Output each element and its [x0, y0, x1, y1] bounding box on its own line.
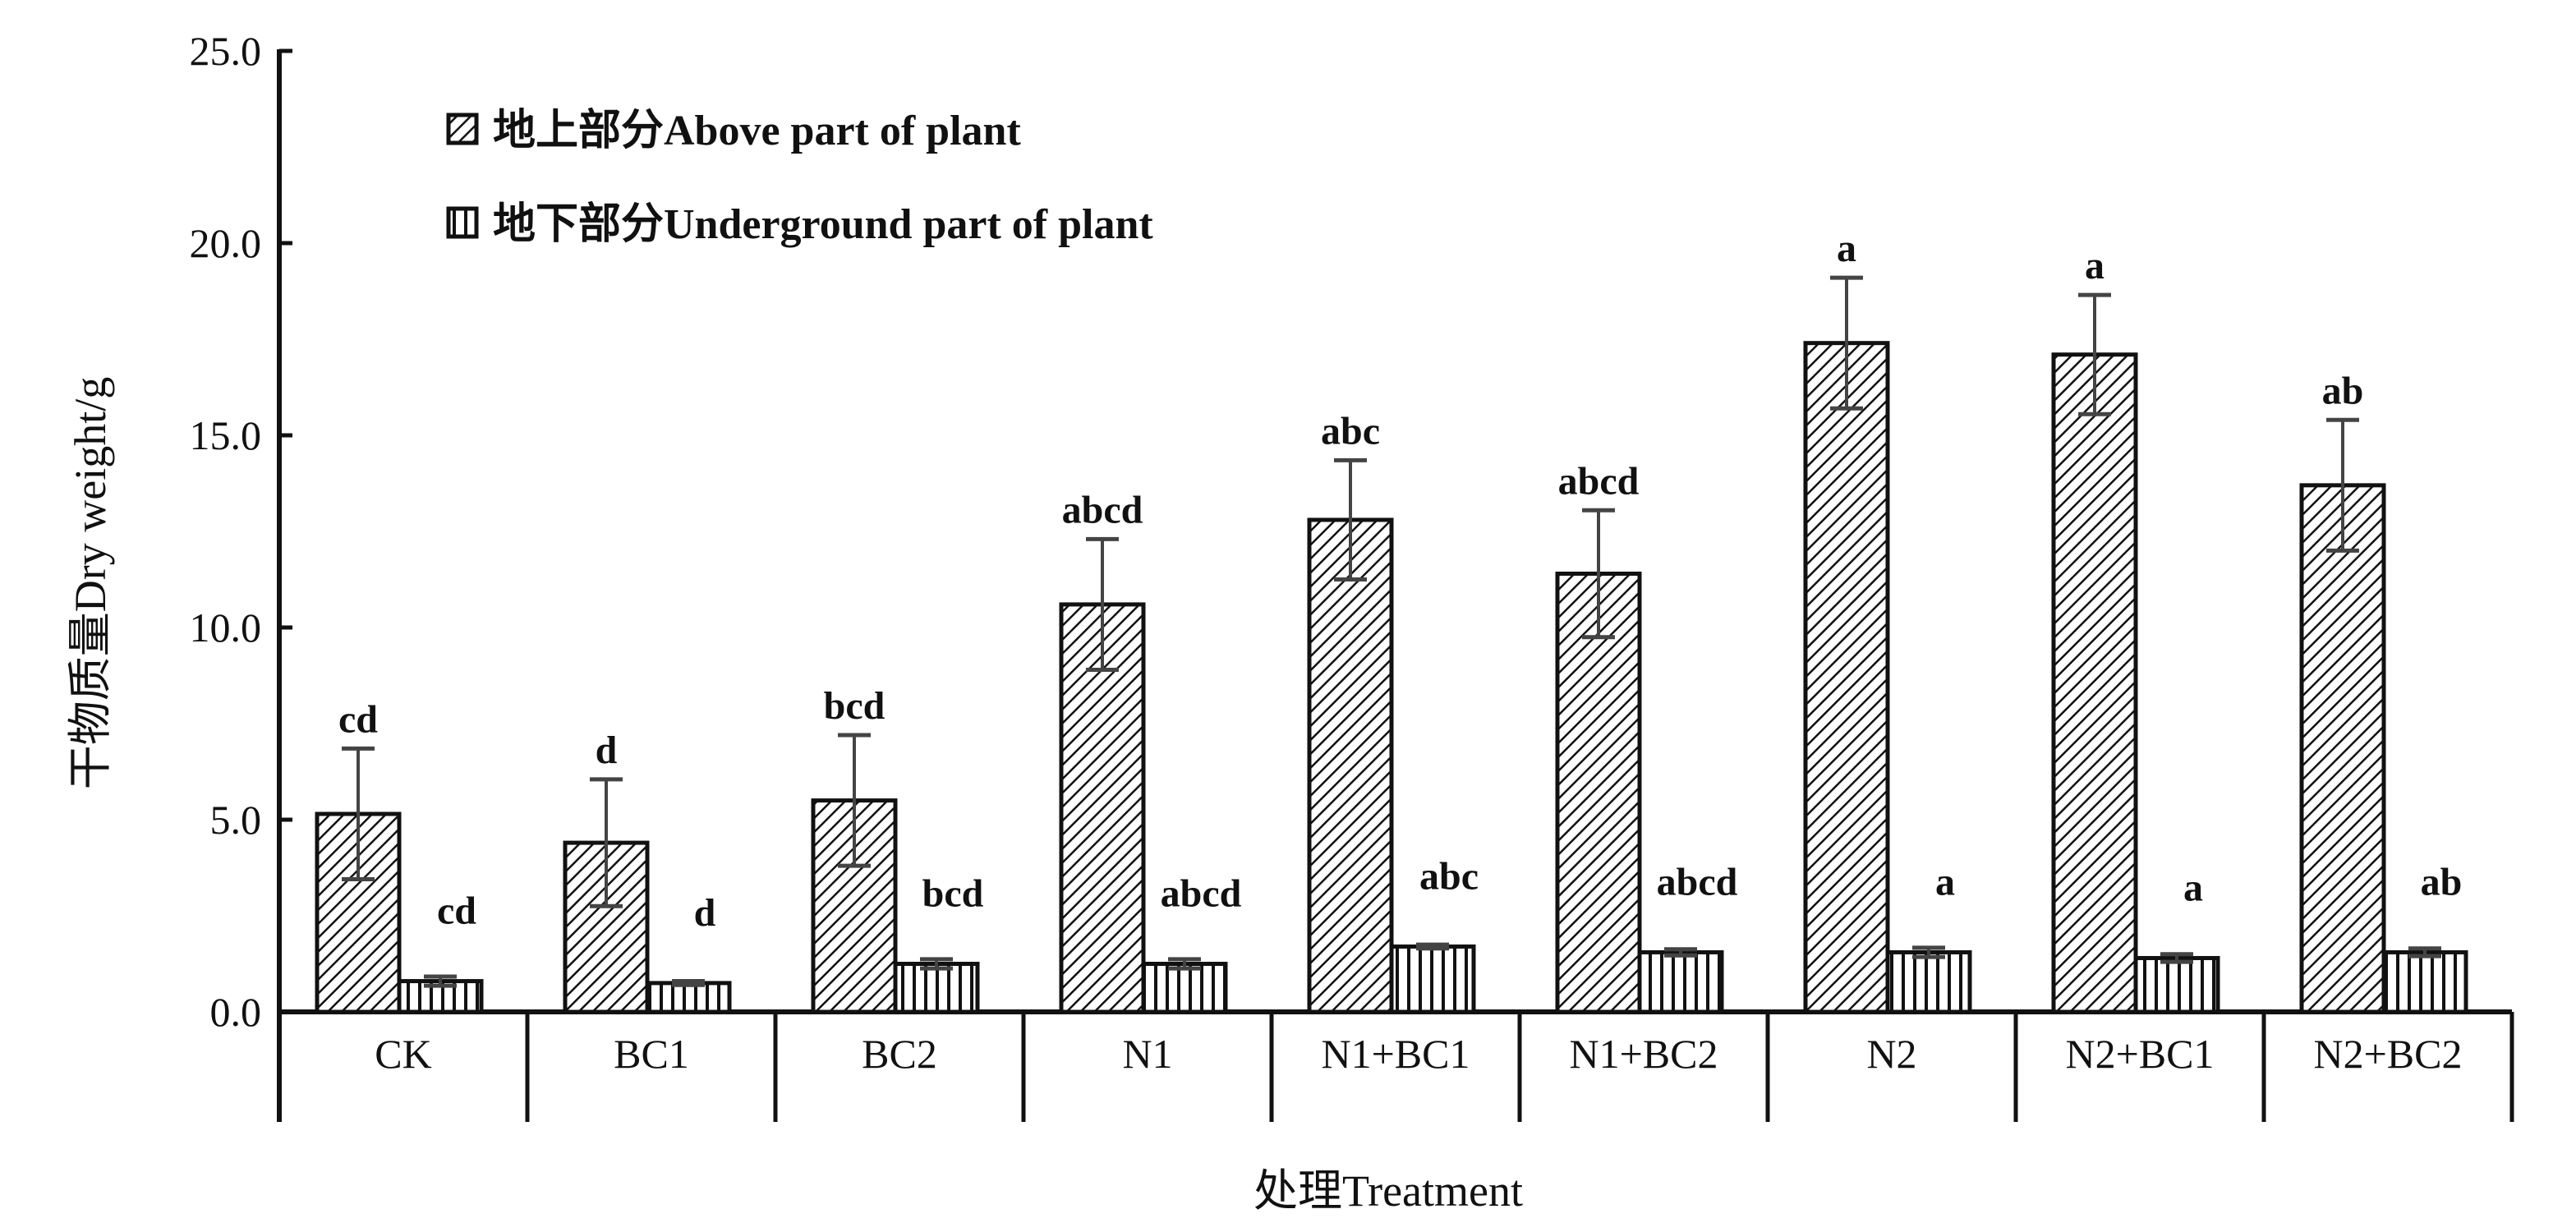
bar-above-ground	[563, 840, 650, 1014]
x-axis-title: 处理Treatment	[1254, 1166, 1523, 1216]
significance-label: a	[2085, 244, 2104, 287]
significance-label: ab	[2421, 860, 2463, 903]
significance-label: bcd	[922, 872, 984, 916]
legend-label-under: 地下部分Underground part of plant	[493, 200, 1153, 248]
error-bar	[424, 974, 457, 988]
bar-above-ground	[2299, 483, 2386, 1014]
bar-underground	[1885, 949, 1972, 1014]
error-bar	[2326, 417, 2359, 553]
bar-above-ground	[1307, 517, 1394, 1014]
bar-underground	[1389, 944, 1476, 1014]
significance-label: a	[1837, 227, 1856, 270]
y-tick-label: 0.0	[210, 989, 262, 1035]
legend-label-above: 地上部分Above part of plant	[493, 107, 1021, 154]
legend-swatch-under	[446, 206, 479, 239]
x-tick-label: N2+BC1	[2065, 1031, 2214, 1077]
significance-label: cd	[338, 697, 378, 741]
x-tick-label: N2+BC2	[2313, 1031, 2462, 1077]
significance-label: cd	[437, 890, 476, 933]
significance-label: a	[2183, 866, 2203, 909]
bar-above-ground	[1555, 571, 1642, 1014]
x-tick-label: N1	[1122, 1031, 1172, 1077]
legend: 地上部分Above part of plant 地下部分Underground …	[446, 107, 1153, 248]
error-bar	[2160, 952, 2193, 964]
error-bar	[672, 979, 705, 987]
bar-above-ground	[1059, 602, 1146, 1014]
significance-label: d	[694, 891, 716, 935]
error-bar	[920, 957, 953, 971]
x-tick-label: N2	[1866, 1031, 1916, 1077]
significance-label: abcd	[1161, 872, 1242, 916]
error-bar	[1416, 942, 1449, 951]
error-bar	[838, 733, 871, 868]
error-bar	[1168, 957, 1201, 971]
bar-underground	[1141, 962, 1228, 1014]
bar-underground	[645, 981, 732, 1014]
error-bar	[1334, 457, 1367, 582]
y-tick-label: 25.0	[190, 28, 262, 74]
significance-label: ab	[2322, 369, 2364, 412]
y-tick-label: 5.0	[210, 797, 262, 843]
bar-underground	[2133, 955, 2220, 1014]
x-tick-label: N1+BC2	[1569, 1031, 1718, 1077]
bar-above-ground	[1803, 341, 1890, 1014]
significance-label: bcd	[824, 684, 886, 728]
error-bar	[1664, 947, 1697, 958]
significance-label: abc	[1321, 409, 1380, 453]
significance-label: d	[596, 729, 618, 772]
significance-label: abcd	[1558, 459, 1640, 503]
error-bar	[1912, 945, 1945, 959]
x-tick-label: BC2	[862, 1031, 937, 1077]
significance-label: abcd	[1062, 488, 1143, 531]
error-bar	[1830, 275, 1863, 411]
bar-underground	[893, 962, 980, 1014]
legend-swatch-above	[446, 113, 479, 145]
significance-label: a	[1935, 860, 1955, 903]
bar-above-ground	[2051, 352, 2138, 1014]
error-bar	[2408, 946, 2441, 958]
significance-label: abcd	[1657, 860, 1738, 903]
error-bar	[342, 746, 375, 882]
y-tick-label: 20.0	[190, 220, 262, 266]
x-tick-label: N1+BC1	[1321, 1031, 1470, 1077]
x-tick-label: BC1	[614, 1031, 689, 1077]
bar-underground	[1637, 949, 1724, 1014]
error-bar	[1582, 508, 1615, 640]
error-bar	[2078, 292, 2111, 416]
error-bar	[590, 777, 623, 908]
significance-label: abc	[1419, 854, 1479, 898]
y-tick-label: 15.0	[190, 412, 262, 458]
y-axis-title: 干物质量Dry weight/g	[66, 377, 115, 789]
bar-underground	[2381, 949, 2468, 1014]
x-tick-label: CK	[375, 1031, 431, 1077]
error-bar	[1086, 536, 1119, 672]
y-tick-label: 10.0	[190, 605, 262, 650]
